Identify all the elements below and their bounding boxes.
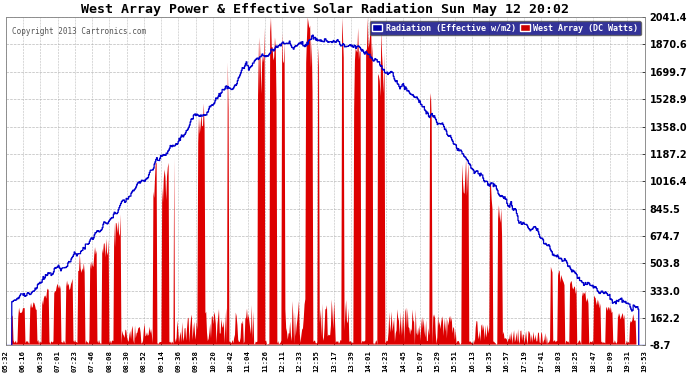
Title: West Array Power & Effective Solar Radiation Sun May 12 20:02: West Array Power & Effective Solar Radia… bbox=[81, 3, 569, 16]
Legend: Radiation (Effective w/m2), West Array (DC Watts): Radiation (Effective w/m2), West Array (… bbox=[370, 21, 640, 35]
Text: Copyright 2013 Cartronics.com: Copyright 2013 Cartronics.com bbox=[12, 27, 146, 36]
